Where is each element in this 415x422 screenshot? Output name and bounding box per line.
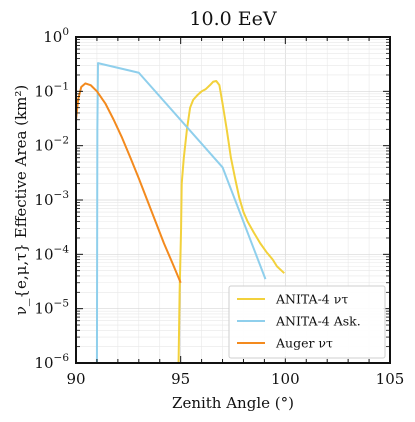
x-axis-label: Zenith Angle (°) (172, 394, 294, 412)
y-tick-label: 10−2 (34, 135, 69, 155)
x-tick-label: 100 (271, 370, 300, 388)
axis-ticks: 90 95 100 105 10−6 10−5 10−4 10−3 10−2 10−1 100 (34, 26, 404, 388)
series-line-0 (177, 79, 285, 364)
y-axis-label: ν_{e,μ,τ} Effective Area (km²) (12, 85, 30, 315)
y-tick-label: 10−1 (34, 80, 69, 100)
legend-label: ANITA-4 Ask. (275, 314, 361, 329)
y-tick-label: 10−3 (34, 189, 69, 209)
series-lines (75, 62, 285, 364)
series-line-2 (75, 82, 182, 284)
y-tick-label: 100 (43, 26, 69, 46)
x-tick-label: 105 (376, 370, 405, 388)
x-tick-label: 95 (171, 370, 190, 388)
legend-box (228, 285, 386, 359)
legend-label: Auger ντ (275, 336, 333, 351)
legend-label: ANITA-4 ντ (275, 292, 348, 307)
series-line-1 (95, 62, 267, 364)
legend: ANITA-4 ντ ANITA-4 Ask. Auger ντ (228, 285, 386, 359)
y-tick-label: 10−5 (34, 298, 69, 318)
x-tick-label: 90 (66, 370, 85, 388)
y-tick-label: 10−6 (34, 352, 69, 372)
chart-title: 10.0 EeV (189, 8, 276, 30)
y-tick-label: 10−4 (34, 243, 69, 263)
